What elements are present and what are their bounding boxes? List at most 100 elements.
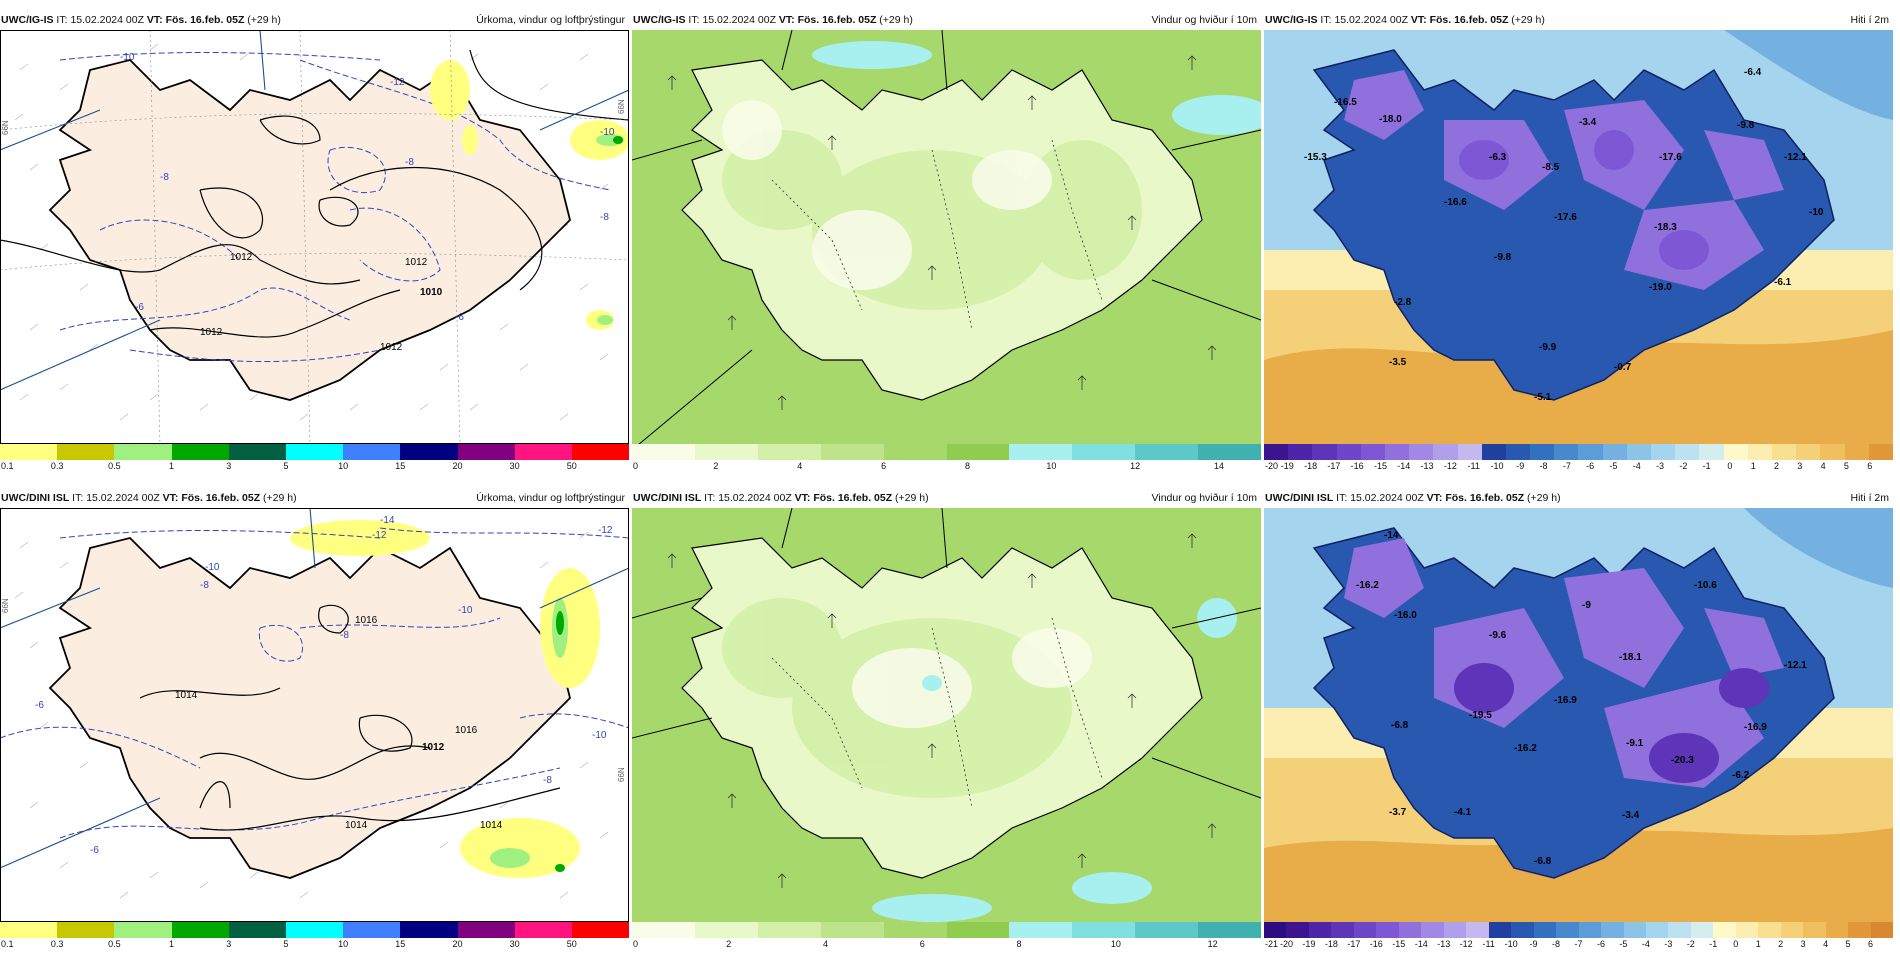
temp-value-label: -10 bbox=[1809, 207, 1824, 218]
colorbar-tick-label: -4 bbox=[1632, 461, 1641, 471]
colorbar-tick-label: 0 bbox=[633, 939, 639, 949]
init-time: 15.02.2024 00Z bbox=[70, 14, 144, 26]
colorbar-tick-label: 5 bbox=[283, 461, 289, 471]
model-name: UWC/IG-IS bbox=[1265, 14, 1318, 26]
colorbar-ticks: 0.1 0.3 0.5 1 3 5 10 15 20 30 50 bbox=[0, 460, 629, 474]
map-temperature[interactable]: -14 -16.2 -16.0 -9.6 -9 -10.6 -12.1 -18.… bbox=[1264, 508, 1893, 922]
temp-value-label: -3.5 bbox=[1389, 357, 1407, 368]
model-name: UWC/DINI ISL bbox=[633, 492, 702, 504]
colorbar-tick-label: 15 bbox=[395, 461, 406, 471]
contour-label: -10 bbox=[600, 127, 615, 138]
temp-value-label: -4.1 bbox=[1454, 807, 1472, 818]
temp-value-label: -16.2 bbox=[1514, 743, 1537, 754]
temp-value-label: -3.4 bbox=[1579, 117, 1597, 128]
lead-time: (+29 h) bbox=[247, 14, 281, 26]
colorbar-swatch bbox=[820, 922, 884, 938]
valid-time: Fös. 16.feb. 05Z bbox=[797, 14, 877, 26]
colorbar-swatch bbox=[400, 444, 458, 460]
colorbar-swatch bbox=[1384, 444, 1410, 460]
panel-precip-dini: UWC/DINI ISL IT: 15.02.2024 00Z VT: Fös.… bbox=[0, 488, 630, 958]
contour-label: 1012 bbox=[230, 252, 253, 263]
contour-label: -8 bbox=[200, 580, 209, 591]
colorbar-swatch bbox=[1554, 444, 1579, 460]
colorbar-tick-label: 3 bbox=[1800, 939, 1806, 949]
colorbar-tick-label: 50 bbox=[566, 461, 577, 471]
contour-label: 1012 bbox=[422, 742, 445, 753]
contour-label: -14 bbox=[380, 515, 395, 526]
map-precip[interactable]: -10 -12 -10 -8 -8 -6 -8 -6 1012 1012 101… bbox=[0, 30, 629, 444]
temp-value-label: -6.1 bbox=[1774, 277, 1792, 288]
lead-time: (+29 h) bbox=[1527, 492, 1561, 504]
colorbar-swatch bbox=[1198, 444, 1262, 460]
colorbar-ticks: 0.1 0.3 0.5 1 3 5 10 15 20 30 50 bbox=[0, 938, 629, 952]
colorbar-tick-label: -6 bbox=[1586, 461, 1595, 471]
colorbar-swatch bbox=[1288, 444, 1313, 460]
colorbar-swatch bbox=[1623, 922, 1646, 938]
temp-value-label: -9.8 bbox=[1494, 252, 1512, 263]
colorbar-swatch bbox=[400, 922, 458, 938]
panel-header: UWC/DINI ISL IT: 15.02.2024 00Z VT: Fös.… bbox=[0, 488, 629, 508]
colorbar-swatch bbox=[1796, 444, 1821, 460]
colorbar-swatch bbox=[1578, 444, 1603, 460]
colorbar-tick-label: 5 bbox=[1843, 461, 1849, 471]
panel-header: UWC/DINI ISL IT: 15.02.2024 00Z VT: Fös.… bbox=[632, 488, 1261, 508]
colorbar-tick-label: -13 bbox=[1420, 461, 1434, 471]
colorbar-tick-label: 0.5 bbox=[108, 461, 121, 471]
init-time: 15.02.2024 00Z bbox=[718, 492, 792, 504]
temp-value-label: -9.8 bbox=[1737, 120, 1755, 131]
panel-temp-igis: UWC/IG-IS IT: 15.02.2024 00Z VT: Fös. 16… bbox=[1264, 10, 1893, 480]
colorbar-tick-label: 0.1 bbox=[1, 939, 14, 949]
model-name: UWC/IG-IS bbox=[1, 14, 54, 26]
temp-value-label: -12.1 bbox=[1784, 660, 1807, 671]
colorbar-tick-label: -17 bbox=[1347, 939, 1361, 949]
colorbar-swatch bbox=[1723, 444, 1748, 460]
colorbar-swatch bbox=[0, 922, 58, 938]
colorbar-tick-label: -19 bbox=[1280, 461, 1294, 471]
colorbar bbox=[1264, 444, 1893, 460]
temp-value-label: -9.1 bbox=[1626, 738, 1644, 749]
colorbar-tick-label: -15 bbox=[1373, 461, 1387, 471]
colorbar-tick-label: 3 bbox=[226, 461, 232, 471]
colorbar-swatch bbox=[883, 922, 947, 938]
colorbar-tick-label: -8 bbox=[1539, 461, 1548, 471]
colorbar-swatch bbox=[1308, 922, 1332, 938]
init-time: 15.02.2024 00Z bbox=[1350, 492, 1424, 504]
temp-value-label: -8.5 bbox=[1542, 162, 1560, 173]
colorbar-swatch bbox=[1505, 444, 1531, 460]
colorbar-tick-label: 30 bbox=[509, 461, 520, 471]
map-precip[interactable]: -14 -12 -12 -10 -8 -10 -8 -6 -6 -8 -10 1… bbox=[0, 508, 629, 922]
colorbar-tick-label: 0.5 bbox=[108, 939, 121, 949]
contour-label: -6 bbox=[90, 845, 99, 856]
colorbar-tick-label: 12 bbox=[1130, 461, 1141, 471]
colorbar-tick-label: -17 bbox=[1327, 461, 1341, 471]
colorbar-tick-label: 50 bbox=[566, 939, 577, 949]
colorbar-tick-label: 0.3 bbox=[50, 461, 64, 471]
colorbar-swatch bbox=[1421, 922, 1444, 938]
colorbar-tick-label: 2 bbox=[1778, 939, 1784, 949]
map-wind[interactable] bbox=[632, 508, 1261, 922]
colorbar-tick-label: 20 bbox=[452, 939, 463, 949]
panel-header: UWC/IG-IS IT: 15.02.2024 00Z VT: Fös. 16… bbox=[0, 10, 629, 30]
colorbar-swatch bbox=[1533, 922, 1557, 938]
temp-value-label: -14 bbox=[1384, 530, 1399, 541]
colorbar-swatch bbox=[171, 444, 229, 460]
colorbar-swatch bbox=[757, 444, 821, 460]
contour-label: 1012 bbox=[405, 257, 428, 268]
temp-value-label: -0.7 bbox=[1614, 362, 1632, 373]
colorbar-tick-label: 15 bbox=[395, 939, 406, 949]
panel-wind-dini: UWC/DINI ISL IT: 15.02.2024 00Z VT: Fös.… bbox=[632, 488, 1262, 958]
model-name: UWC/DINI ISL bbox=[1265, 492, 1334, 504]
colorbar-tick-label: -11 bbox=[1482, 939, 1495, 949]
map-wind[interactable] bbox=[632, 30, 1261, 444]
contour-label: -8 bbox=[600, 212, 609, 223]
colorbar-swatch bbox=[1844, 444, 1869, 460]
colorbar-tick-label: -3 bbox=[1664, 939, 1673, 949]
contour-label: 1016 bbox=[355, 615, 378, 626]
contour-label: 1014 bbox=[480, 820, 503, 831]
colorbar-tick-label: 0 bbox=[633, 461, 639, 471]
temp-value-label: -10.6 bbox=[1694, 580, 1717, 591]
colorbar-swatch bbox=[1466, 922, 1489, 938]
colorbar-tick-label: 10 bbox=[1046, 461, 1057, 471]
colorbar-swatch bbox=[1433, 444, 1458, 460]
map-temperature[interactable]: -16.5 -18.0 -15.3 -6.3 -3.4 -6.4 -9.8 -1… bbox=[1264, 30, 1893, 444]
